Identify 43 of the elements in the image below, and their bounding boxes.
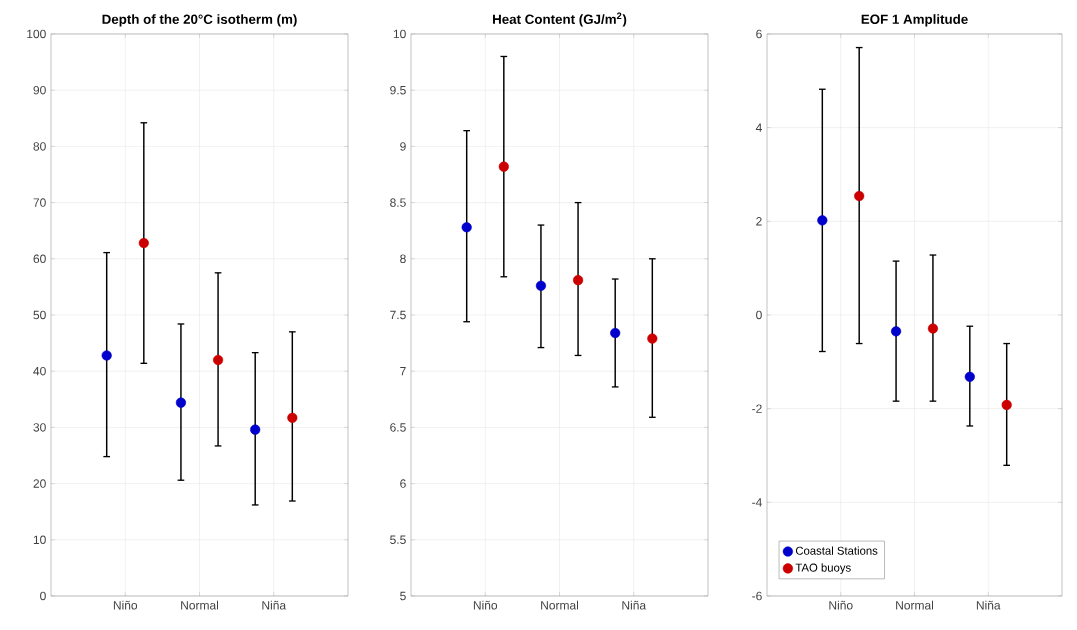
y-tick-label: -2 xyxy=(752,404,762,413)
y-tick-label: 10 xyxy=(33,535,46,545)
legend-label: TAO buoys xyxy=(795,563,851,574)
y-tick-label: 20 xyxy=(33,479,46,488)
y-tick-label: 0 xyxy=(756,310,762,320)
y-tick-label: 5 xyxy=(400,591,406,601)
y-tick-label: 60 xyxy=(33,254,46,264)
x-tick-label: Normal xyxy=(181,600,219,610)
y-tick-label: 4 xyxy=(755,123,762,132)
y-tick-label: 6.5 xyxy=(390,423,406,432)
x-tick-label: Niño xyxy=(473,600,498,610)
y-tick-label: 50 xyxy=(33,310,46,320)
y-tick-label: 0 xyxy=(40,591,46,601)
y-tick-label: 8.5 xyxy=(390,198,406,207)
y-tick-label: 7 xyxy=(400,367,406,376)
legend-label: Coastal Stations xyxy=(795,546,878,555)
x-tick-label: Niña xyxy=(262,600,287,610)
chart-title: Heat Content (GJ/m$^{2}$) xyxy=(493,12,627,27)
y-tick-label: 6 xyxy=(756,29,762,39)
y-tick-label: 70 xyxy=(33,198,46,207)
y-tick-label: 40 xyxy=(33,366,46,376)
y-tick-label: 8 xyxy=(400,254,406,264)
x-tick-label: Niña xyxy=(976,600,1001,610)
y-tick-label: 10 xyxy=(393,29,406,39)
y-tick-label: 80 xyxy=(33,142,46,151)
x-tick-label: Niño xyxy=(113,600,138,610)
y-tick-label: 90 xyxy=(33,85,46,95)
x-tick-label: Niña xyxy=(622,600,647,610)
x-tick-label: Normal xyxy=(541,600,579,610)
x-tick-label: Normal xyxy=(896,600,934,610)
y-tick-label: 2 xyxy=(756,217,762,226)
y-tick-label: 30 xyxy=(33,423,46,432)
y-tick-label: -4 xyxy=(752,498,762,507)
y-tick-label: 9.5 xyxy=(390,85,406,95)
y-tick-label: 9 xyxy=(400,142,406,151)
chart-title: EOF 1 Amplitude xyxy=(861,14,968,27)
y-tick-label: 5.5 xyxy=(390,535,406,544)
y-tick-label: 6 xyxy=(400,479,406,488)
y-tick-label: 7.5 xyxy=(390,310,406,320)
y-tick-label: 100 xyxy=(27,29,46,39)
chart-title: Depth of the 20°C isotherm (m) xyxy=(102,14,297,27)
y-tick-label: -6 xyxy=(752,591,762,601)
x-tick-label: Niño xyxy=(829,600,853,610)
